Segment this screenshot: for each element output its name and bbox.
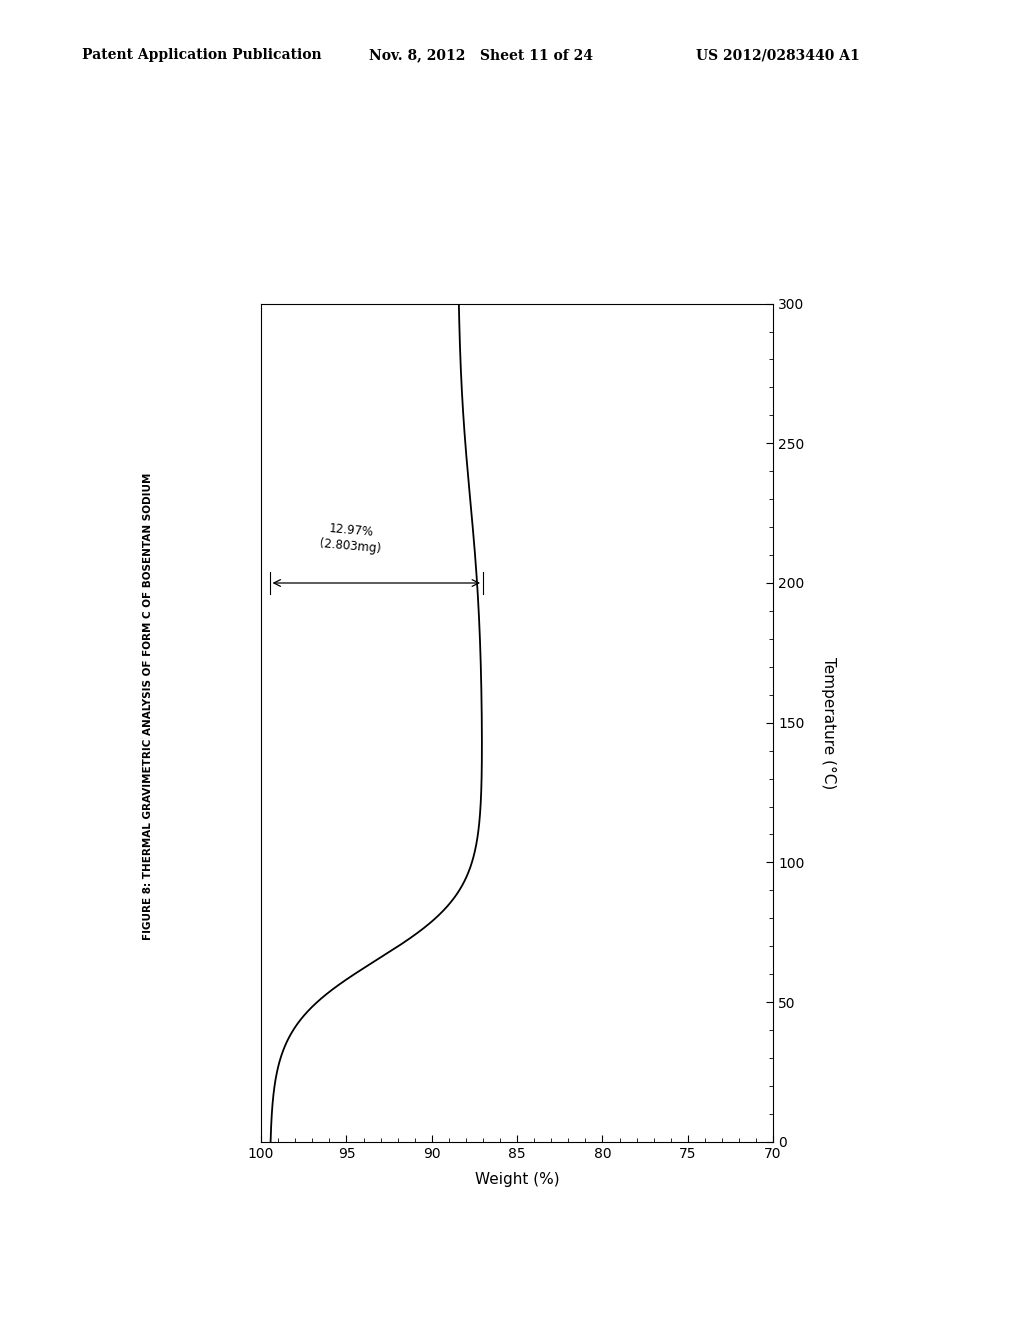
Text: FIGURE 8: THERMAL GRAVIMETRIC ANALYSIS OF FORM C OF BOSENTAN SODIUM: FIGURE 8: THERMAL GRAVIMETRIC ANALYSIS O…	[143, 473, 154, 940]
Text: Nov. 8, 2012   Sheet 11 of 24: Nov. 8, 2012 Sheet 11 of 24	[369, 49, 593, 62]
Text: 12.97%
(2.803mg): 12.97% (2.803mg)	[318, 521, 383, 554]
Text: US 2012/0283440 A1: US 2012/0283440 A1	[696, 49, 860, 62]
Text: Patent Application Publication: Patent Application Publication	[82, 49, 322, 62]
Y-axis label: Temperature (°C): Temperature (°C)	[821, 656, 836, 789]
X-axis label: Weight (%): Weight (%)	[475, 1172, 559, 1187]
